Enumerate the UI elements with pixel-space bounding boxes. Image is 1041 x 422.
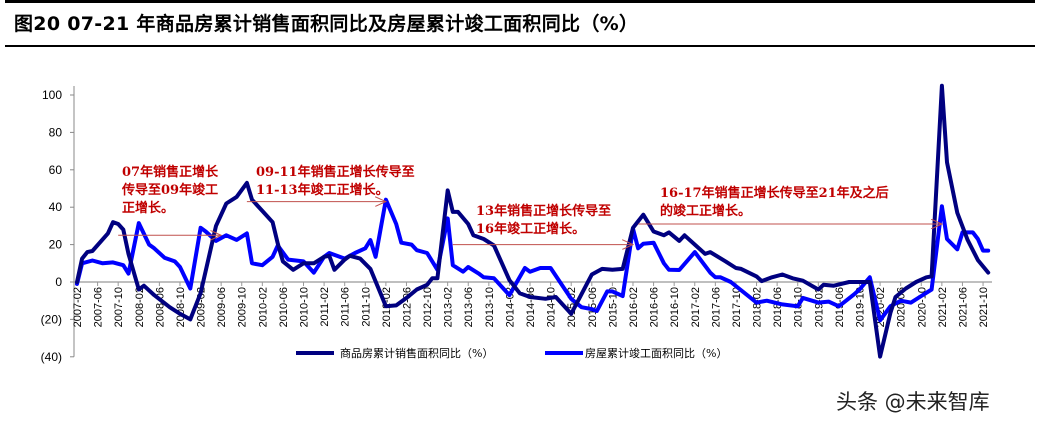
- x-tick-label: 2015-10: [607, 287, 619, 327]
- x-tick-label: 2011-02: [319, 287, 331, 327]
- y-tick-label: 20: [49, 238, 63, 252]
- x-tick-label: 2019-10: [854, 287, 866, 327]
- x-tick-label: 2016-10: [669, 287, 681, 327]
- x-tick-label: 2013-02: [443, 287, 455, 327]
- x-tick-label: 2016-06: [649, 287, 661, 327]
- x-tick-label: 2021-10: [978, 287, 990, 327]
- watermark: 头条 @未来智库: [836, 390, 990, 414]
- annotation-text: 正增长。: [122, 200, 174, 216]
- x-tick-label: 2008-06: [154, 287, 166, 327]
- x-tick-label: 2015-06: [587, 287, 599, 327]
- x-tick-label: 2017-02: [690, 287, 702, 327]
- y-tick-label: 0: [55, 275, 62, 289]
- y-tick-label: 80: [49, 125, 63, 139]
- annotation-text: 传导至09年竣工: [121, 182, 218, 198]
- annotation-text: 13年销售正增长传导至: [476, 203, 611, 219]
- title-top-rule: [5, 0, 1035, 3]
- x-tick-label: 2011-10: [360, 287, 372, 327]
- y-tick-label: 100: [42, 88, 62, 102]
- legend-item: 房屋累计竣工面积同比（%）: [545, 346, 727, 360]
- y-tick-label: 60: [49, 163, 63, 177]
- x-tick-label: 2007-10: [113, 287, 125, 327]
- x-tick-label: 2014-06: [525, 287, 537, 327]
- annotation: 13年销售正增长传导至 16年竣工正增长。: [452, 203, 633, 245]
- annotation-text: 的竣工正增长。: [660, 203, 751, 219]
- y-tick-label: (40): [41, 350, 62, 364]
- x-tick-label: 2009-10: [237, 287, 249, 327]
- x-tick-label: 2021-06: [957, 287, 969, 327]
- sales-area-yoy-line: [75, 83, 991, 359]
- title-bottom-rule: [5, 45, 1035, 47]
- x-tick-label: 2010-10: [299, 287, 311, 327]
- x-tick-label: 2016-02: [628, 287, 640, 327]
- x-tick-label: 2007-02: [72, 287, 84, 327]
- y-tick-label: 40: [49, 200, 63, 214]
- x-tick-label: 2018-06: [772, 287, 784, 327]
- legend-item: 商品房累计销售面积同比（%）: [296, 346, 493, 360]
- x-tick-label: 2018-02: [752, 287, 764, 327]
- x-tick-label: 2013-06: [463, 287, 475, 327]
- completion-area-yoy-line: [75, 197, 991, 323]
- legend-label: 商品房累计销售面积同比（%）: [340, 346, 493, 360]
- annotation-text: 16年竣工正增长。: [476, 221, 585, 237]
- x-tick-label: 2021-02: [937, 287, 949, 327]
- annotation-text: 16-17年销售正增长传导至21年及之后: [660, 185, 889, 201]
- annotation-text: 09-11年销售正增长传导至: [256, 164, 415, 180]
- x-tick-label: 2011-06: [340, 287, 352, 327]
- x-tick-label: 2009-06: [216, 287, 228, 327]
- x-tick-label: 2010-02: [257, 287, 269, 327]
- legend-label: 房屋累计竣工面积同比（%）: [585, 346, 727, 360]
- x-tick-label: 2019-02: [813, 287, 825, 327]
- x-tick-label: 2008-02: [134, 287, 146, 327]
- x-tick-label: 2014-02: [504, 287, 516, 327]
- x-tick-label: 2008-10: [175, 287, 187, 327]
- annotation-text: 11-13年竣工正增长。: [256, 182, 389, 198]
- x-tick-label: 2012-10: [422, 287, 434, 327]
- x-tick-label: 2020-06: [896, 287, 908, 327]
- annotation-text: 07年销售正增长: [122, 164, 219, 180]
- x-tick-label: 2010-06: [278, 287, 290, 327]
- x-tick-label: 2013-10: [484, 287, 496, 327]
- x-tick-label: 2017-06: [710, 287, 722, 327]
- chart-title: 图20 07-21 年商品房累计销售面积同比及房屋累计竣工面积同比（%）: [14, 13, 639, 35]
- y-tick-label: (20): [41, 312, 62, 326]
- annotation: 09-11年销售正增长传导至 11-13年竣工正增长。: [246, 164, 415, 202]
- x-tick-label: 2007-06: [93, 287, 105, 327]
- x-tick-label: 2014-10: [546, 287, 558, 327]
- x-tick-label: 2017-10: [731, 287, 743, 327]
